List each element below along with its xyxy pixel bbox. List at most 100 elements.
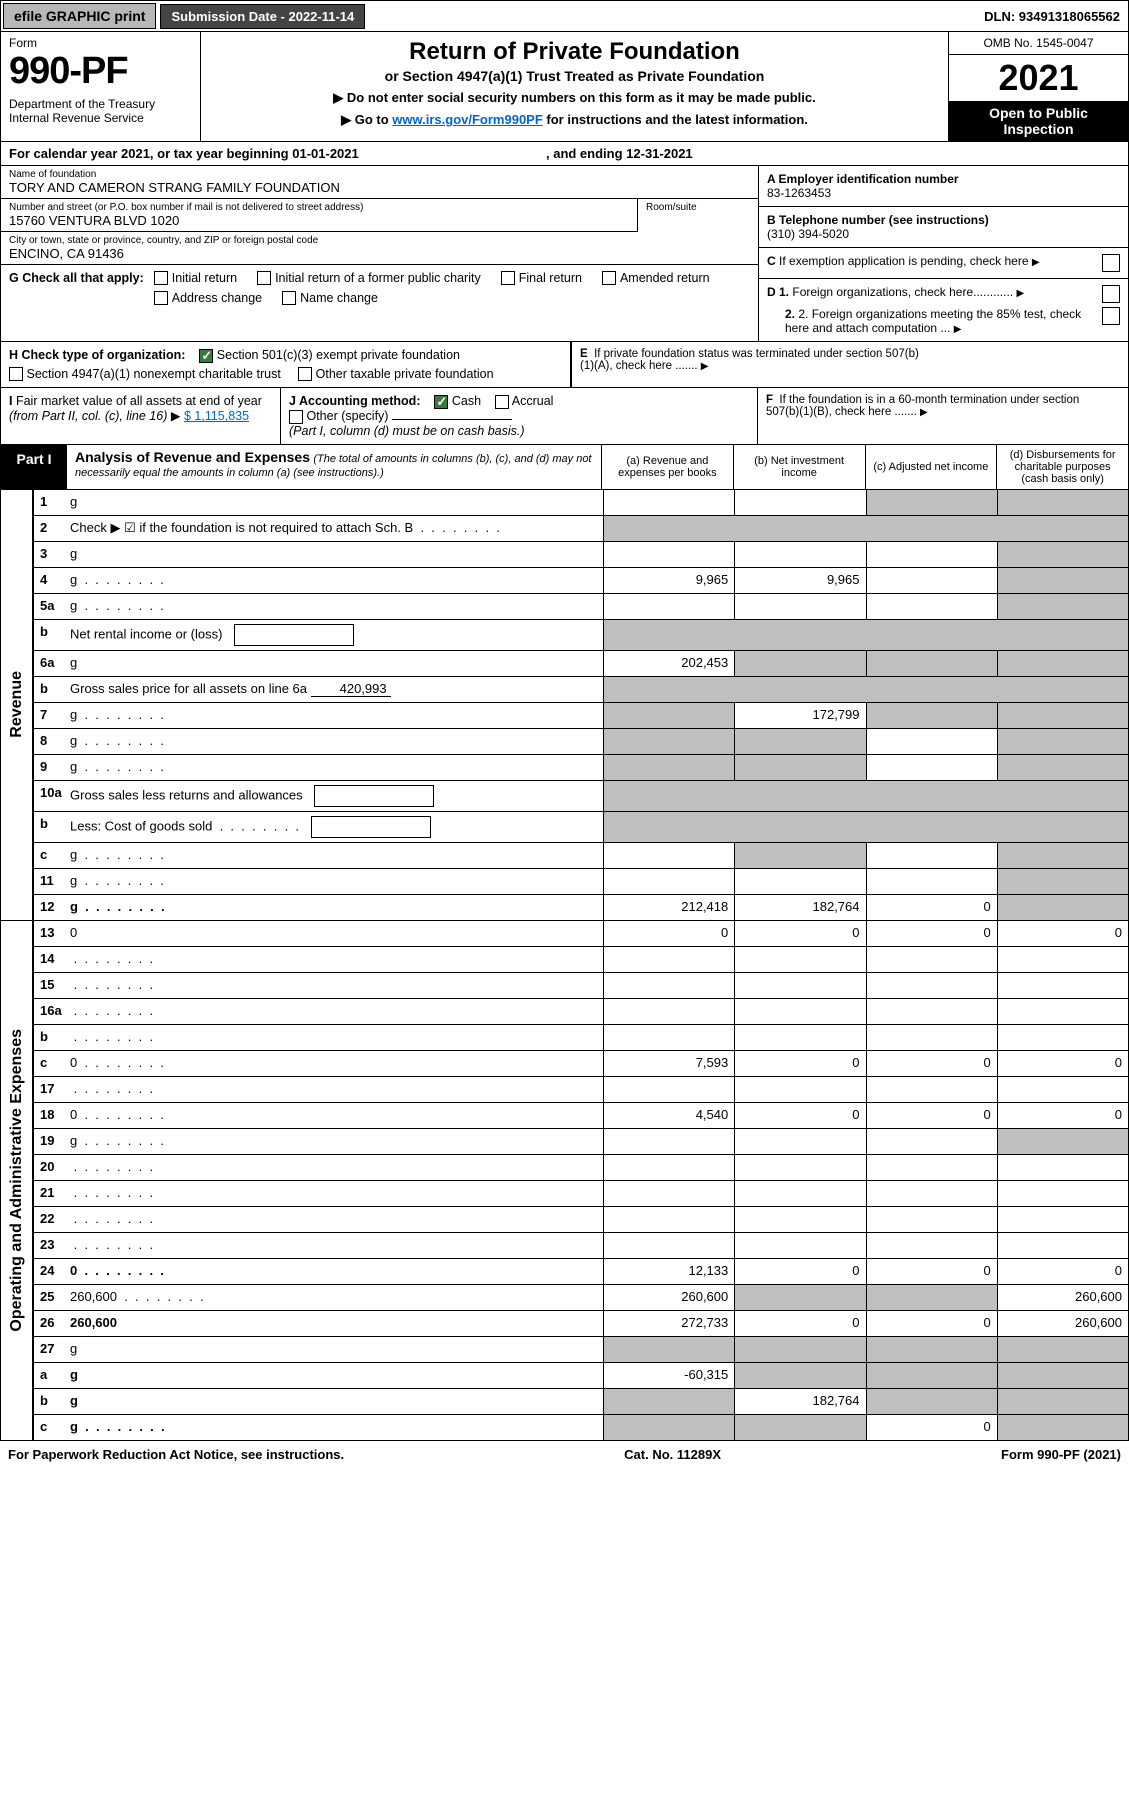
- line-number: c: [34, 1051, 70, 1076]
- d1-label: Foreign organizations, check here.......…: [792, 285, 1013, 299]
- grey-cell: [603, 1337, 734, 1362]
- num-cell: [866, 729, 997, 754]
- phone-value: (310) 394-5020: [767, 227, 849, 241]
- g-opt-initial[interactable]: Initial return: [154, 271, 237, 285]
- line-desc: g . . . . . . . .: [70, 568, 603, 593]
- checkbox-icon[interactable]: [257, 271, 271, 285]
- num-cell: [734, 1181, 865, 1206]
- table-row: bGross sales price for all assets on lin…: [33, 677, 1129, 703]
- part1-title: Analysis of Revenue and Expenses: [75, 449, 310, 465]
- revenue-body: 1g2Check ▶ ☑ if the foundation is not re…: [33, 490, 1129, 921]
- grey-cell: [997, 755, 1128, 780]
- checkbox-icon[interactable]: [282, 291, 296, 305]
- line-desc: g: [70, 542, 603, 567]
- form-number: 990-PF: [9, 50, 192, 93]
- num-cell: 0: [734, 921, 865, 946]
- line-desc: . . . . . . . .: [70, 1207, 603, 1232]
- grey-cell: [866, 651, 997, 676]
- grey-cell: [734, 729, 865, 754]
- g-opt-address[interactable]: Address change: [154, 291, 262, 305]
- line-number: 20: [34, 1155, 70, 1180]
- j-label: J Accounting method:: [289, 394, 420, 408]
- city-label: City or town, state or province, country…: [9, 235, 750, 246]
- g-opt-4: Address change: [172, 291, 262, 305]
- grey-span: [603, 812, 1128, 842]
- line-desc: Net rental income or (loss): [70, 620, 603, 650]
- table-row: 25260,600 . . . . . . . .260,600260,600: [33, 1285, 1129, 1311]
- num-cell: [734, 1077, 865, 1102]
- table-row: 8g . . . . . . . .: [33, 729, 1129, 755]
- num-cell: 0: [866, 1259, 997, 1284]
- num-cell: 172,799: [734, 703, 865, 728]
- footer-mid: Cat. No. 11289X: [624, 1447, 721, 1462]
- g-opt-0: Initial return: [172, 271, 237, 285]
- num-cell: [603, 973, 734, 998]
- num-cell: 4,540: [603, 1103, 734, 1128]
- checkbox-other[interactable]: [289, 410, 303, 424]
- irs-link[interactable]: www.irs.gov/Form990PF: [392, 112, 543, 127]
- table-row: 7g . . . . . . . .172,799: [33, 703, 1129, 729]
- col-c-head: (c) Adjusted net income: [866, 445, 998, 489]
- other-specify-line: [392, 419, 512, 420]
- form-note-2: ▶ Go to www.irs.gov/Form990PF for instru…: [211, 112, 938, 128]
- header-center: Return of Private Foundation or Section …: [201, 32, 948, 141]
- efile-print-button[interactable]: efile GRAPHIC print: [3, 3, 156, 29]
- checkbox-4947[interactable]: [9, 367, 23, 381]
- checkbox-icon[interactable]: [154, 271, 168, 285]
- g-opt-amended[interactable]: Amended return: [602, 271, 710, 285]
- line-number: 23: [34, 1233, 70, 1258]
- num-cell: [603, 869, 734, 894]
- g-opt-3: Amended return: [620, 271, 710, 285]
- checkbox-c[interactable]: [1102, 254, 1120, 272]
- g-opt-initial-public[interactable]: Initial return of a former public charit…: [257, 271, 481, 285]
- checkbox-icon[interactable]: [154, 291, 168, 305]
- g-section: G Check all that apply: Initial return I…: [1, 264, 758, 311]
- grey-cell: [866, 703, 997, 728]
- line-number: 27: [34, 1337, 70, 1362]
- line-desc: Check ▶ ☑ if the foundation is not requi…: [70, 516, 603, 541]
- num-cell: 0: [866, 1103, 997, 1128]
- table-row: cg . . . . . . . .: [33, 843, 1129, 869]
- g-opt-final[interactable]: Final return: [501, 271, 582, 285]
- checkbox-501c3[interactable]: [199, 349, 213, 363]
- form-label: Form: [9, 36, 192, 50]
- fmv-link[interactable]: $ 1,115,835: [184, 409, 249, 423]
- num-cell: 0: [997, 1259, 1128, 1284]
- checkbox-cash[interactable]: [434, 395, 448, 409]
- d-foreign-cell: D 1. Foreign organizations, check here..…: [759, 279, 1128, 341]
- g-opt-name[interactable]: Name change: [282, 291, 378, 305]
- line-desc: g . . . . . . . .: [70, 1415, 603, 1440]
- line-desc: . . . . . . . .: [70, 1025, 603, 1050]
- checkbox-icon[interactable]: [501, 271, 515, 285]
- checkbox-d1[interactable]: [1102, 285, 1120, 303]
- line-desc: . . . . . . . .: [70, 1155, 603, 1180]
- num-cell: 9,965: [603, 568, 734, 593]
- line-number: 6a: [34, 651, 70, 676]
- revenue-section: Revenue 1g2Check ▶ ☑ if the foundation i…: [0, 490, 1129, 921]
- inline-value: 420,993: [311, 681, 391, 697]
- num-cell: [603, 1155, 734, 1180]
- table-row: 27g: [33, 1337, 1129, 1363]
- form-subtitle: or Section 4947(a)(1) Trust Treated as P…: [211, 68, 938, 84]
- header-left: Form 990-PF Department of the TreasuryIn…: [1, 32, 201, 141]
- num-cell: 0: [866, 1311, 997, 1336]
- note2-pre: ▶ Go to: [341, 112, 392, 127]
- num-cell: [734, 973, 865, 998]
- c-exemption-cell: C If exemption application is pending, c…: [759, 248, 1128, 279]
- checkbox-icon[interactable]: [602, 271, 616, 285]
- checkbox-accrual[interactable]: [495, 395, 509, 409]
- room-cell: Room/suite: [638, 199, 758, 232]
- checkbox-d2[interactable]: [1102, 307, 1120, 325]
- num-cell: [866, 1129, 997, 1154]
- line-number: 11: [34, 869, 70, 894]
- short-box: [314, 785, 434, 807]
- note2-post: for instructions and the latest informat…: [543, 112, 808, 127]
- grey-cell: [997, 1337, 1128, 1362]
- f-section: F If the foundation is in a 60-month ter…: [758, 388, 1128, 443]
- line-number: c: [34, 1415, 70, 1440]
- info-right: A Employer identification number 83-1263…: [758, 166, 1128, 341]
- grey-cell: [997, 490, 1128, 515]
- checkbox-other-taxable[interactable]: [298, 367, 312, 381]
- line-desc: g: [70, 1363, 603, 1388]
- line-desc: . . . . . . . .: [70, 1077, 603, 1102]
